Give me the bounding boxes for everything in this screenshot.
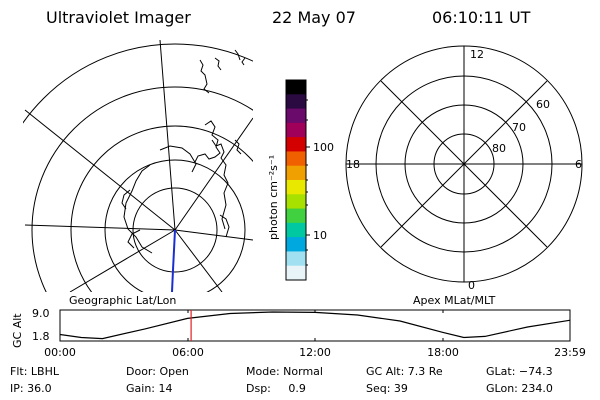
altitude-xtick-1200: 12:00 (299, 346, 331, 359)
colorbar-segment (286, 165, 306, 181)
latitude-circle (70, 125, 253, 292)
time-label: 06:10:11 UT (432, 8, 531, 27)
colorbar-segment (286, 222, 306, 238)
meridian-line (174, 117, 253, 231)
mlat-label-60: 60 (536, 98, 550, 111)
status-glon: GLon: 234.0 (486, 382, 553, 395)
status-glat: GLat: −74.3 (486, 365, 553, 378)
mlt-label-18: 18 (346, 158, 360, 171)
colorbar-segment (286, 194, 306, 210)
status-dsp: Dsp: 0.9 (246, 382, 306, 395)
colorbar-segment (286, 180, 306, 195)
geographic-map (23, 39, 253, 292)
mlt-label-12: 12 (470, 48, 484, 61)
meridian-line (174, 229, 253, 241)
coastline (121, 49, 246, 254)
altitude-xtick-1800: 18:00 (427, 346, 459, 359)
mlat-label-70: 70 (512, 121, 526, 134)
colorbar (286, 80, 306, 281)
colorbar-segment (286, 251, 306, 267)
colorbar-segment (286, 265, 306, 281)
altitude-ytick-1-8: 1.8 (32, 330, 50, 343)
colorbar-tick-100: 100 (313, 141, 334, 154)
altitude-xticks (187, 310, 444, 341)
altitude-ylabel: GC Alt (11, 313, 24, 348)
status-ip: IP: 36.0 (10, 382, 52, 395)
colorbar-segment (286, 94, 306, 110)
date-label: 22 May 07 (272, 8, 356, 27)
latitude-circle (132, 187, 218, 273)
latitude-circle (104, 159, 246, 292)
colorbar-segment (286, 122, 306, 138)
meridian-line (159, 39, 176, 231)
footprint-track (171, 229, 176, 292)
status-mode: Mode: Normal (246, 365, 323, 378)
mlt-diagonal (380, 80, 548, 248)
latitude-circle (31, 86, 253, 292)
colorbar-segment (286, 151, 306, 167)
latitude-circle (23, 43, 253, 124)
apex-caption: Apex MLat/MLT (413, 294, 496, 307)
meridian-line (24, 109, 176, 231)
mlt-label-0: 0 (468, 279, 475, 292)
mlat-label-80: 80 (492, 142, 506, 155)
colorbar-segment (286, 108, 306, 124)
status-gc-alt: GC Alt: 7.3 Re (366, 365, 443, 378)
status-gain: Gain: 14 (126, 382, 173, 395)
altitude-series-line (60, 311, 570, 340)
apex-dial (345, 45, 583, 283)
altitude-plot-frame (59, 309, 571, 342)
colorbar-segment (286, 80, 306, 95)
status-filter: Flt: LBHL (10, 365, 59, 378)
altitude-xtick-2359: 23:59 (554, 346, 586, 359)
altitude-xtick-0600: 06:00 (172, 346, 204, 359)
altitude-ytick-9: 9.0 (32, 307, 50, 320)
altitude-xtick-0000: 00:00 (44, 346, 76, 359)
status-door: Door: Open (126, 365, 189, 378)
meridian-line (24, 224, 176, 231)
mlt-label-6: 6 (575, 158, 582, 171)
colorbar-unit-label: photon cm⁻²s⁻¹ (267, 155, 280, 240)
colorbar-tick-10: 10 (313, 229, 327, 242)
colorbar-segment (286, 137, 306, 153)
colorbar-segment (286, 208, 306, 224)
colorbar-segment (286, 237, 306, 253)
meridian-line (69, 229, 176, 292)
geographic-caption: Geographic Lat/Lon (69, 294, 176, 307)
colorbar-ticks (306, 99, 310, 266)
status-seq: Seq: 39 (366, 382, 408, 395)
meridian-line (174, 229, 223, 292)
instrument-title: Ultraviolet Imager (46, 8, 191, 27)
